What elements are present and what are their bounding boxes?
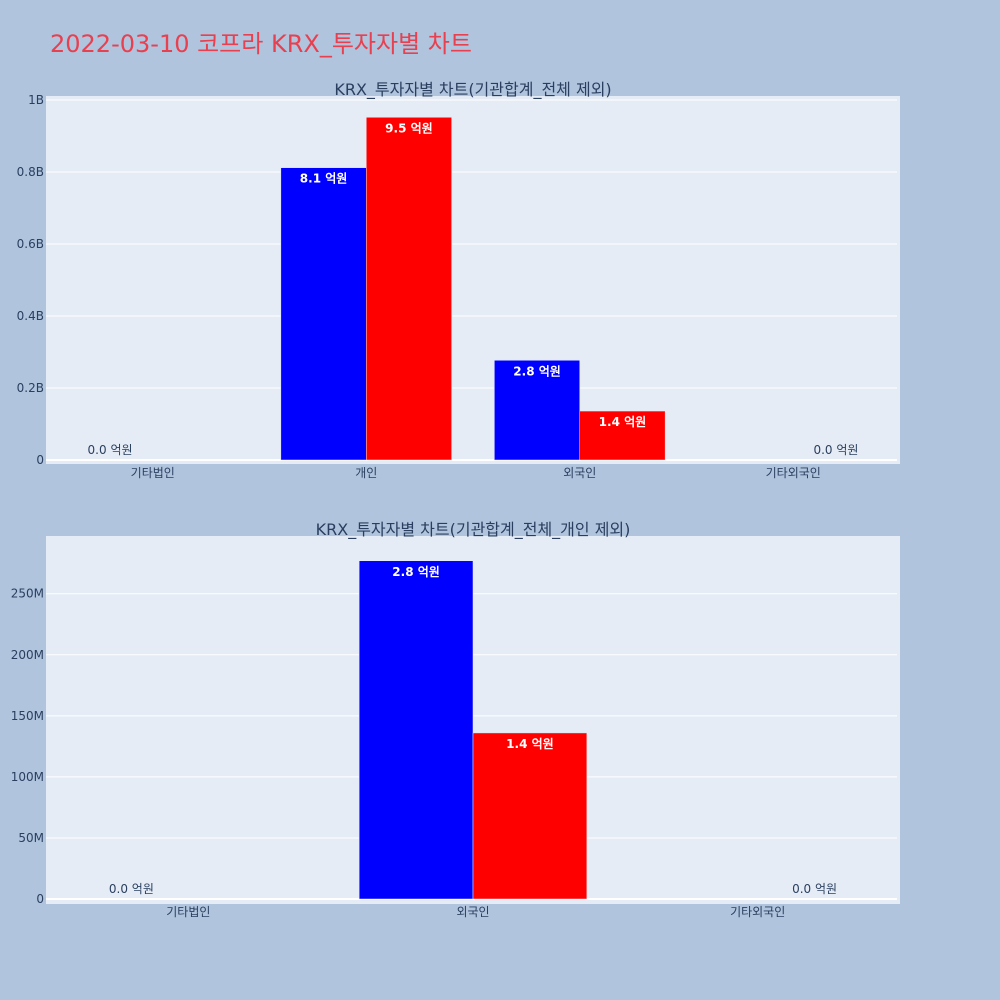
- data-label: 8.1 억원: [300, 172, 348, 186]
- data-label: 1.4 억원: [599, 415, 647, 429]
- bar: [494, 360, 581, 461]
- x-tick-label: 기타법인: [131, 466, 175, 480]
- y-tick-label: 0.4B: [17, 309, 44, 323]
- data-label: 0.0 억원: [109, 882, 154, 896]
- bar: [366, 117, 452, 461]
- data-label: 2.8 억원: [392, 565, 440, 579]
- x-tick-label: 개인: [355, 466, 377, 480]
- x-tick-label: 기타법인: [166, 905, 210, 919]
- y-tick-label: 250M: [11, 587, 44, 601]
- plot-area: [46, 96, 900, 464]
- data-label: 0.0 억원: [813, 443, 858, 457]
- y-tick-label: 0: [36, 453, 44, 467]
- bar: [579, 410, 666, 461]
- chart-investors-excl-institutions-and-individuals: 0 50M 100M 150M 200M 250M KRX_투자자별 차트(기관합계_전체_…: [11, 520, 900, 919]
- data-label: 0.0 억원: [88, 443, 133, 457]
- y-tick-label: 200M: [11, 648, 44, 662]
- data-label: 0.0 억원: [792, 882, 837, 896]
- bar: [358, 560, 474, 900]
- chart-investors-excl-institutions: 0 0.2B 0.4B 0.6B 0.8B 1B KRX_투자자별 차트(기관합계_전체 제…: [17, 80, 900, 480]
- chart-title: KRX_투자자별 차트(기관합계_전체_개인 제외): [316, 520, 631, 540]
- y-tick-label: 150M: [11, 709, 44, 723]
- y-tick-label: 1B: [28, 93, 44, 107]
- page-title: 2022-03-10 코프라 KRX_투자자별 차트: [50, 30, 472, 58]
- y-tick-label: 0: [36, 892, 44, 906]
- bar: [280, 167, 367, 461]
- y-tick-label: 100M: [11, 770, 44, 784]
- y-tick-label: 0.2B: [17, 381, 44, 395]
- bar: [472, 732, 588, 900]
- y-tick-label: 0.8B: [17, 165, 44, 179]
- chart-title: KRX_투자자별 차트(기관합계_전체 제외): [334, 80, 611, 100]
- y-tick-label: 0.6B: [17, 237, 44, 251]
- data-label: 2.8 억원: [513, 364, 561, 378]
- data-label: 1.4 억원: [506, 737, 554, 751]
- x-tick-label: 기타외국인: [766, 466, 821, 480]
- x-tick-label: 외국인: [456, 905, 489, 919]
- data-label: 9.5 억원: [385, 121, 433, 135]
- x-tick-label: 외국인: [563, 466, 596, 480]
- x-tick-label: 기타외국인: [730, 905, 785, 919]
- y-tick-label: 50M: [18, 831, 44, 845]
